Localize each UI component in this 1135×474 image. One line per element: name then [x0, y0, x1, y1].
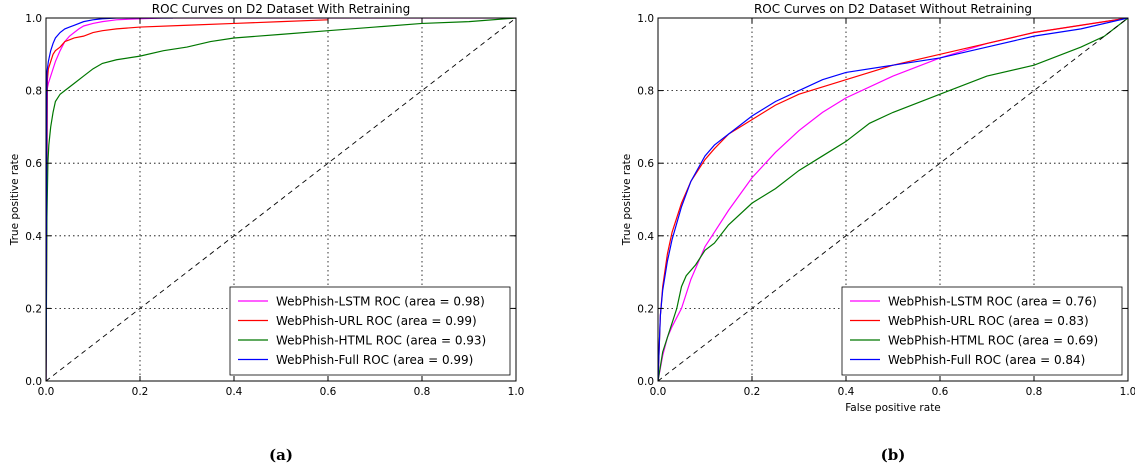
- x-tick-label: 0.2: [132, 386, 149, 398]
- legend-box: [229, 286, 511, 376]
- subfigure-caption: (b): [881, 446, 906, 464]
- y-tick-label: 0.0: [637, 376, 654, 388]
- y-tick-label: 0.8: [637, 86, 654, 98]
- y-tick-label: 0.2: [25, 303, 42, 315]
- series-line-2: [46, 19, 329, 381]
- y-tick-label: 0.6: [25, 158, 42, 170]
- x-tick-label: 0.4: [838, 386, 855, 398]
- x-tick-label: 0.8: [1026, 386, 1043, 398]
- x-tick-label: 0.6: [320, 386, 337, 398]
- x-tick-label: 0.6: [932, 386, 949, 398]
- x-tick-label: 0.4: [226, 386, 243, 398]
- series-line-4: [658, 18, 1128, 381]
- subfigure-caption: (a): [269, 446, 293, 464]
- series-line-4: [46, 18, 173, 381]
- legend-label: WebPhish-HTML ROC (area = 0.69): [888, 334, 1098, 348]
- x-tick-label: 1.0: [508, 386, 525, 398]
- y-axis-label: True positive rate: [9, 154, 21, 247]
- y-tick-label: 0.6: [637, 158, 654, 170]
- legend-label: WebPhish-URL ROC (area = 0.99): [276, 314, 477, 328]
- legend-label: WebPhish-HTML ROC (area = 0.93): [276, 334, 486, 348]
- y-tick-label: 0.4: [637, 231, 654, 243]
- y-tick-label: 1.0: [25, 13, 42, 25]
- x-tick-label: 0.0: [38, 386, 55, 398]
- chart-title: ROC Curves on D2 Dataset With Retraining: [152, 2, 410, 16]
- y-tick-label: 0.8: [25, 86, 42, 98]
- chart-panel-1: 0.0 0.2 0.4 0.6 0.8 1.0 0.0 0.2 0.4 0.6 0.8 1.0 ROC …: [9, 2, 524, 464]
- plot-frame: [45, 17, 517, 382]
- legend-label: WebPhish-LSTM ROC (area = 0.98): [276, 295, 485, 309]
- chart-title: ROC Curves on D2 Dataset Without Retrain…: [754, 2, 1032, 16]
- x-tick-label: 0.2: [744, 386, 761, 398]
- x-axis-label: False positive rate: [845, 402, 941, 414]
- y-tick-label: 0.0: [25, 376, 42, 388]
- legend: WebPhish-LSTM ROC (area = 0.98) WebPhish-…: [229, 286, 511, 376]
- plot-frame: [657, 17, 1129, 382]
- x-tick-label: 0.8: [414, 386, 431, 398]
- legend-label: WebPhish-Full ROC (area = 0.99): [276, 353, 473, 367]
- y-tick-label: 0.2: [637, 303, 654, 315]
- legend-label: WebPhish-Full ROC (area = 0.84): [888, 353, 1085, 367]
- x-tick-label: 0.0: [650, 386, 667, 398]
- y-tick-label: 0.4: [25, 231, 42, 243]
- series-group: [658, 18, 1128, 381]
- y-tick-label: 1.0: [637, 13, 654, 25]
- legend-label: WebPhish-URL ROC (area = 0.83): [888, 314, 1089, 328]
- chart-panel-2: 0.0 0.2 0.4 0.6 0.8 1.0 0.0 0.2 0.4 0.6 0.8 1.0 ROC …: [621, 2, 1135, 464]
- series-line-3: [658, 18, 1128, 381]
- legend-box: [841, 286, 1123, 376]
- legend-label: WebPhish-LSTM ROC (area = 0.76): [888, 295, 1097, 309]
- series-line-3: [46, 18, 516, 381]
- x-tick-label: 1.0: [1120, 386, 1135, 398]
- legend: WebPhish-LSTM ROC (area = 0.76) WebPhish-…: [841, 286, 1123, 376]
- y-axis-label: True positive rate: [621, 154, 633, 247]
- series-line-2: [658, 18, 1128, 381]
